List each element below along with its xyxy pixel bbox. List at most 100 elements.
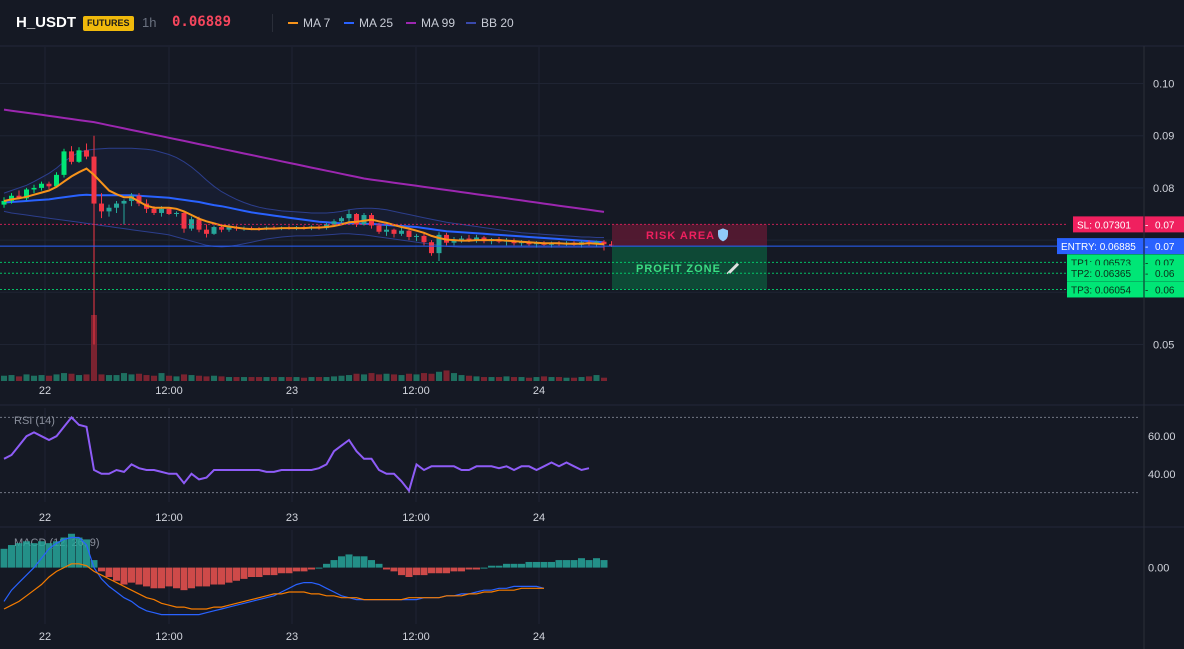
candle-body[interactable] xyxy=(226,227,232,230)
candle-body[interactable] xyxy=(204,229,209,234)
candle-body[interactable] xyxy=(99,203,104,212)
candle-body[interactable] xyxy=(474,237,479,241)
candle-body[interactable] xyxy=(136,195,142,204)
candle-body[interactable] xyxy=(339,218,344,222)
macd-histogram-bar xyxy=(278,567,285,574)
candle-body[interactable] xyxy=(151,208,157,213)
time-axis-label: 12:00 xyxy=(402,631,430,643)
candle-body[interactable] xyxy=(451,240,457,243)
volume-bar xyxy=(376,374,382,381)
candle-body[interactable] xyxy=(436,234,442,254)
volume-bar xyxy=(436,371,442,381)
symbol-title[interactable]: H_USDT xyxy=(16,14,77,31)
candle-body[interactable] xyxy=(106,207,112,212)
candle-body[interactable] xyxy=(91,156,97,204)
candle-body[interactable] xyxy=(376,225,382,232)
candle-body[interactable] xyxy=(159,208,164,213)
macd-histogram-bar xyxy=(480,567,488,569)
timeframe-label[interactable]: 1h xyxy=(142,15,157,30)
macd-histogram-bar xyxy=(495,565,503,568)
candle-body[interactable] xyxy=(459,238,464,241)
candle-body[interactable] xyxy=(609,244,614,246)
candle-body[interactable] xyxy=(39,183,44,188)
candle-body[interactable] xyxy=(61,151,67,175)
candle-body[interactable] xyxy=(189,219,194,229)
macd-histogram-bar xyxy=(563,560,570,568)
candle-body[interactable] xyxy=(384,229,389,232)
legend-ma25[interactable]: MA 25 xyxy=(344,16,393,30)
candle-body[interactable] xyxy=(466,238,472,241)
candle-body[interactable] xyxy=(166,208,172,214)
candle-body[interactable] xyxy=(331,221,337,225)
rocket-icon xyxy=(726,262,740,275)
candle-body[interactable] xyxy=(601,241,607,245)
candle-body[interactable] xyxy=(421,235,427,243)
level-price-badge[interactable] xyxy=(1073,216,1184,233)
candle-body[interactable] xyxy=(9,195,14,201)
candle-body[interactable] xyxy=(196,219,202,230)
volume-bar xyxy=(466,375,472,381)
candle-body[interactable] xyxy=(31,187,37,190)
level-price-badge[interactable] xyxy=(1067,265,1184,282)
time-axis-label: 23 xyxy=(286,631,298,643)
level-price-badge[interactable] xyxy=(1057,238,1184,255)
rsi-axis-tick: 60.00 xyxy=(1148,431,1176,443)
candle-body[interactable] xyxy=(121,200,127,204)
volume-bar xyxy=(158,373,165,381)
candle-body[interactable] xyxy=(414,235,419,237)
candle-body[interactable] xyxy=(1,200,7,205)
volume-bar xyxy=(106,375,112,381)
candle-body[interactable] xyxy=(211,227,217,234)
legend-bb20[interactable]: BB 20 xyxy=(466,16,514,30)
candle-body[interactable] xyxy=(69,151,74,162)
macd-histogram-bar xyxy=(533,561,540,568)
candle-body[interactable] xyxy=(526,242,532,245)
candle-body[interactable] xyxy=(84,150,89,157)
risk-area-label: RISK AREA xyxy=(646,230,715,242)
volume-bar xyxy=(46,375,52,381)
candle-body[interactable] xyxy=(181,212,187,229)
candle-body[interactable] xyxy=(399,230,404,234)
candle-body[interactable] xyxy=(519,242,524,244)
volume-bar xyxy=(263,377,270,381)
candle-body[interactable] xyxy=(24,189,29,199)
volume-bar xyxy=(451,373,457,381)
candle-body[interactable] xyxy=(391,229,397,234)
profit-zone xyxy=(612,246,767,290)
candle-body[interactable] xyxy=(219,227,224,230)
ma99-line xyxy=(3,108,605,213)
ma25-line xyxy=(3,193,605,244)
macd-histogram-bar xyxy=(473,567,480,570)
bollinger-upper-line xyxy=(3,147,604,238)
candle-body[interactable] xyxy=(354,214,359,225)
time-axis-label: 12:00 xyxy=(155,385,183,397)
candle-body[interactable] xyxy=(361,215,367,225)
candle-body[interactable] xyxy=(114,203,119,208)
candle-body[interactable] xyxy=(174,212,179,214)
price-axis-tick-label: 0.05 xyxy=(1153,339,1174,351)
candle-body[interactable] xyxy=(46,183,52,187)
legend-ma7[interactable]: MA 7 xyxy=(288,16,330,30)
macd-histogram-bar xyxy=(23,541,30,568)
volume-bar xyxy=(233,377,240,381)
volume-bar xyxy=(76,375,82,381)
macd-histogram-bar xyxy=(458,567,465,572)
ma7-swatch xyxy=(288,21,298,24)
volume-bar xyxy=(218,376,225,381)
candle-body[interactable] xyxy=(16,195,22,199)
macd-histogram-bar xyxy=(68,533,75,568)
bollinger-lower-line xyxy=(3,210,604,248)
candle-body[interactable] xyxy=(54,174,59,187)
rsi-title: RSI (14) xyxy=(14,415,55,427)
level-short-value: 0.06 xyxy=(1155,269,1175,280)
macd-histogram-bar xyxy=(165,567,173,587)
volume-bar xyxy=(61,373,67,381)
candle-body[interactable] xyxy=(76,150,82,162)
candle-body[interactable] xyxy=(406,230,412,237)
candle-body[interactable] xyxy=(346,214,352,219)
legend-ma99[interactable]: MA 99 xyxy=(406,16,455,30)
candle-body[interactable] xyxy=(429,242,434,254)
level-price-badge[interactable] xyxy=(1067,281,1184,298)
price-axis-tick-label: 0.09 xyxy=(1153,131,1174,143)
